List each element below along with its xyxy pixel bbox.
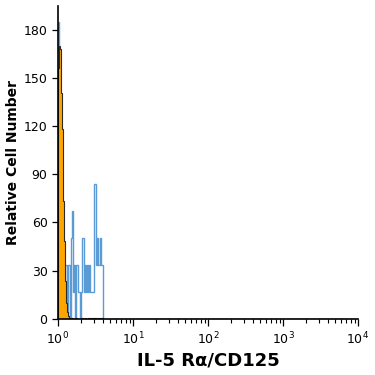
Y-axis label: Relative Cell Number: Relative Cell Number — [6, 80, 20, 245]
X-axis label: IL-5 Rα/CD125: IL-5 Rα/CD125 — [136, 351, 279, 369]
